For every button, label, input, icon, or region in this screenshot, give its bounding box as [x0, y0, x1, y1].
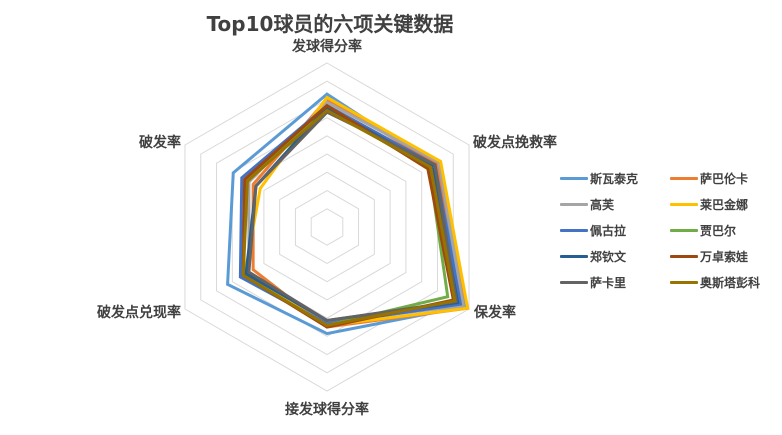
series-line — [247, 110, 458, 323]
legend-swatch — [560, 177, 588, 180]
legend-item: 郑钦文 — [560, 248, 626, 265]
legend-swatch — [560, 229, 588, 232]
series-line — [241, 108, 457, 327]
legend-item: 高芙 — [560, 196, 614, 213]
series-line — [247, 100, 466, 324]
legend-item: 萨巴伦卡 — [670, 170, 748, 187]
axis-label-serve-points: 发球得分率 — [291, 38, 362, 55]
axis-label-bp-saved: 破发点挽救率 — [473, 134, 557, 151]
grid-ring — [184, 62, 470, 392]
axis-labels: 发球得分率 破发点挽救率 保发率 接发球得分率 破发点兑现率 破发率 — [97, 38, 557, 418]
axis-label-break-rate: 破发率 — [139, 134, 181, 151]
legend-swatch — [670, 255, 698, 258]
legend-swatch — [560, 255, 588, 258]
legend-item: 萨卡里 — [560, 274, 626, 291]
legend-swatch — [670, 229, 698, 232]
radar-series — [226, 92, 470, 336]
legend-item: 奥斯塔彭科 — [670, 274, 760, 291]
axis-label-hold: 保发率 — [473, 304, 516, 321]
series-line — [226, 92, 467, 336]
legend-swatch — [560, 281, 588, 284]
series-line — [241, 103, 456, 329]
axis-label-bp-converted: 破发点兑现率 — [97, 304, 181, 321]
grid-ring — [294, 189, 360, 265]
grid-ring — [200, 80, 454, 374]
chart-title: Top10球员的六项关键数据 — [206, 12, 454, 36]
legend-item: 佩古拉 — [560, 222, 626, 239]
grid-ring — [263, 153, 391, 301]
legend-item: 斯瓦泰克 — [560, 170, 638, 187]
legend-swatch — [670, 281, 698, 284]
legend-swatch — [670, 203, 698, 206]
legend-item: 贾巴尔 — [670, 222, 736, 239]
legend-item: 万卓索娃 — [670, 248, 748, 265]
axis-label-return-points: 接发球得分率 — [285, 401, 369, 418]
legend-swatch — [560, 203, 588, 206]
legend-swatch — [670, 177, 698, 180]
grid-ring — [279, 171, 375, 283]
legend-item: 莱巴金娜 — [670, 196, 748, 213]
grid-ring — [310, 208, 344, 246]
